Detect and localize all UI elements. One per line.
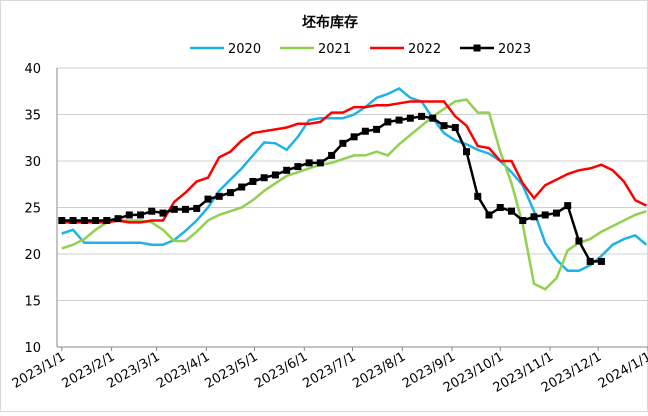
data-point xyxy=(552,209,560,217)
data-point xyxy=(316,159,324,167)
data-point xyxy=(530,213,538,221)
data-point xyxy=(271,171,279,179)
data-point xyxy=(507,207,515,215)
data-point xyxy=(463,148,471,156)
data-point xyxy=(564,202,572,210)
series-line xyxy=(61,100,647,224)
data-point xyxy=(429,114,437,122)
series-line xyxy=(61,87,648,272)
data-point xyxy=(238,183,246,191)
data-point xyxy=(69,217,77,225)
data-point xyxy=(328,151,336,159)
data-point xyxy=(485,211,493,219)
legend-label: 2023 xyxy=(498,42,531,57)
data-point xyxy=(215,192,223,200)
data-point xyxy=(114,215,122,223)
data-point xyxy=(541,211,549,219)
chart-title: 坯布库存 xyxy=(302,14,358,31)
data-point xyxy=(305,159,313,167)
legend-label: 2020 xyxy=(228,42,261,57)
data-point xyxy=(384,118,392,126)
data-point xyxy=(440,122,448,130)
data-point xyxy=(395,116,403,124)
data-point xyxy=(474,192,482,200)
y-tick-label: 35 xyxy=(24,109,41,124)
data-point xyxy=(283,166,291,174)
data-point xyxy=(170,205,178,213)
data-point xyxy=(204,195,212,203)
data-point xyxy=(294,163,302,171)
data-point xyxy=(148,207,156,215)
data-point xyxy=(125,211,133,219)
legend-marker xyxy=(473,44,481,52)
data-point xyxy=(496,204,504,211)
data-point xyxy=(350,133,358,141)
y-tick-label: 10 xyxy=(24,341,41,356)
data-point xyxy=(249,177,257,185)
data-point xyxy=(418,112,426,120)
data-point xyxy=(406,114,414,122)
series-line xyxy=(61,98,647,291)
data-point xyxy=(373,125,381,133)
data-point xyxy=(575,237,583,245)
data-point xyxy=(226,189,234,197)
data-point xyxy=(92,217,100,225)
data-point xyxy=(597,257,605,265)
data-point xyxy=(586,257,594,265)
y-tick-label: 25 xyxy=(24,202,41,217)
legend-label: 2022 xyxy=(408,42,441,57)
data-point xyxy=(159,209,167,217)
data-point xyxy=(260,174,268,182)
legend-label: 2021 xyxy=(318,42,351,57)
data-point xyxy=(58,217,66,225)
y-tick-label: 40 xyxy=(24,62,41,77)
data-point xyxy=(361,127,369,135)
data-point xyxy=(80,217,88,225)
data-point xyxy=(451,124,459,132)
data-point xyxy=(519,217,527,225)
data-point xyxy=(137,211,145,219)
data-point xyxy=(339,139,347,147)
y-tick-label: 15 xyxy=(24,295,41,310)
y-tick-label: 20 xyxy=(24,248,41,263)
data-point xyxy=(103,217,111,225)
y-tick-label: 30 xyxy=(24,155,41,170)
data-point xyxy=(193,204,201,212)
data-point xyxy=(181,205,189,213)
